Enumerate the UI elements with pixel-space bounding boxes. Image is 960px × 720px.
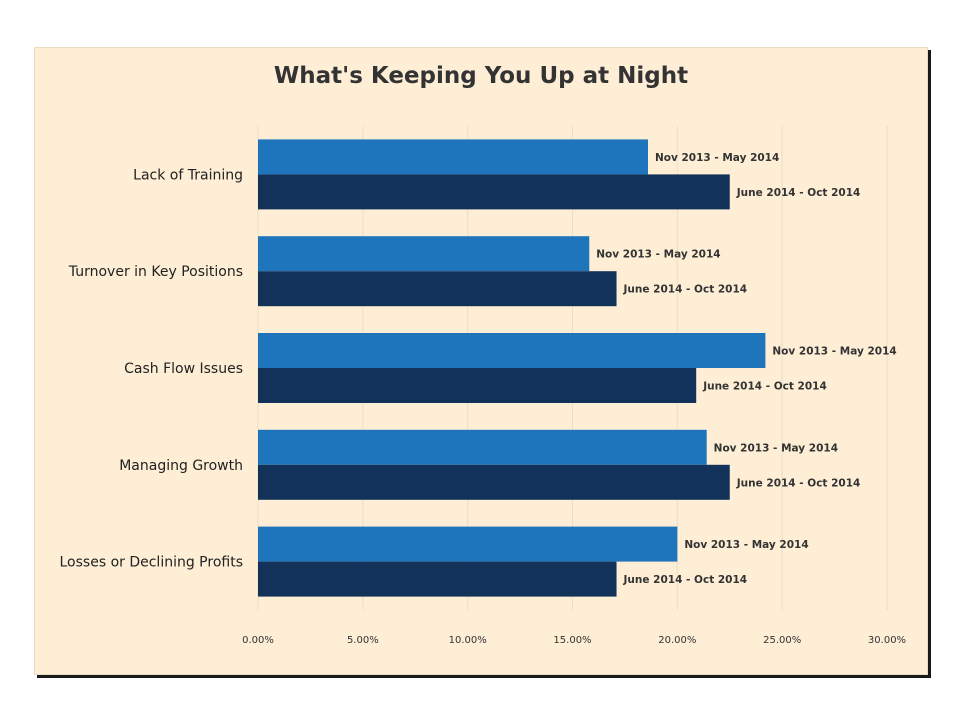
x-tick-label: 20.00% (658, 635, 696, 646)
bar (258, 526, 678, 562)
bar-data-label: Nov 2013 - May 2014 (714, 442, 838, 454)
bar (258, 429, 707, 465)
bar (258, 368, 697, 403)
category-label: Managing Growth (119, 458, 243, 474)
x-tick-label: 25.00% (763, 635, 801, 646)
bar (258, 561, 617, 597)
bar (258, 236, 590, 272)
bar-data-label: June 2014 - Oct 2014 (702, 381, 827, 393)
x-axis-ticks: 0.00% 5.00% 10.00% 15.00% 20.00% 25.00% 30.00% (242, 635, 906, 646)
bar-chart: What's Keeping You Up at Night Nov 2013 … (60, 63, 907, 646)
bar-data-label: Nov 2013 - May 2014 (772, 346, 896, 358)
x-tick-label: 0.00% (242, 635, 274, 646)
x-tick-label: 15.00% (553, 635, 591, 646)
bar (258, 271, 617, 307)
category-label: Cash Flow Issues (124, 361, 243, 377)
bar-data-label: Nov 2013 - May 2014 (684, 539, 808, 551)
chart-title: What's Keeping You Up at Night (274, 63, 688, 89)
bar (258, 464, 730, 500)
category-labels: Lack of Training Turnover in Key Position… (60, 167, 244, 570)
bar-data-label: Nov 2013 - May 2014 (596, 249, 720, 261)
bar (258, 333, 766, 368)
bar (258, 139, 648, 175)
x-tick-label: 5.00% (347, 635, 379, 646)
bar-data-label: June 2014 - Oct 2014 (623, 574, 748, 586)
chart-frame: What's Keeping You Up at Night Nov 2013 … (34, 47, 928, 675)
bar-data-label: June 2014 - Oct 2014 (736, 187, 861, 199)
data-labels: Nov 2013 - May 2014 June 2014 - Oct 2014 N… (596, 152, 896, 586)
bar (258, 174, 730, 210)
bar-data-label: June 2014 - Oct 2014 (623, 284, 748, 296)
category-label: Losses or Declining Profits (60, 555, 244, 571)
bar-data-label: June 2014 - Oct 2014 (736, 477, 861, 489)
bars (258, 139, 766, 597)
x-tick-label: 10.00% (449, 635, 487, 646)
bar-data-label: Nov 2013 - May 2014 (655, 152, 779, 164)
category-label: Lack of Training (133, 167, 243, 183)
category-label: Turnover in Key Positions (68, 264, 243, 280)
x-tick-label: 30.00% (868, 635, 906, 646)
